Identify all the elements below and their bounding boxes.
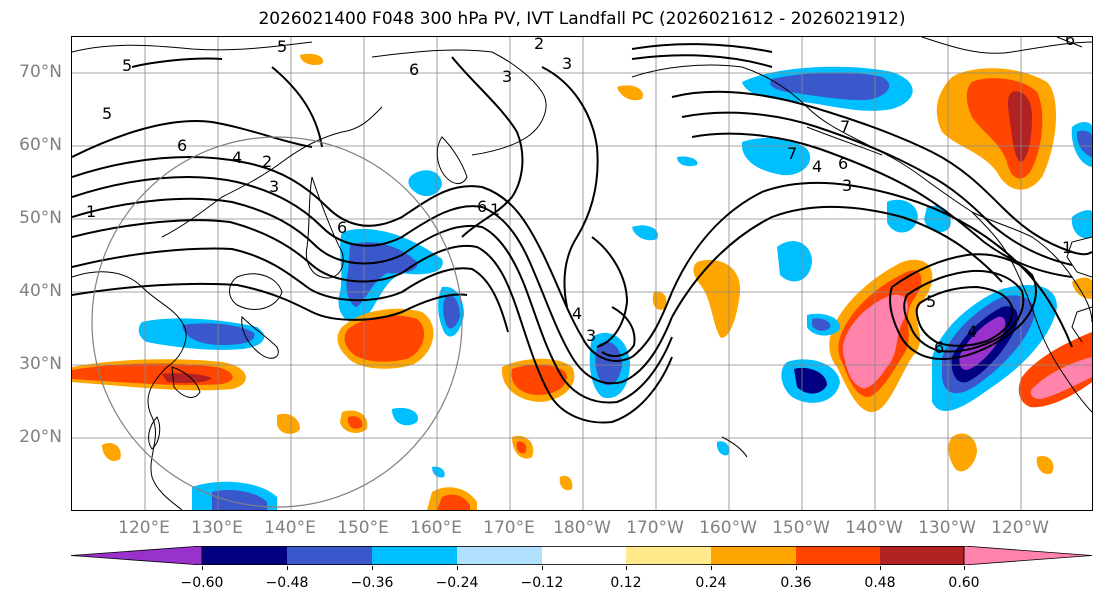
colorbar-label: 0.48 — [864, 575, 896, 591]
colorbar-tick — [626, 566, 627, 570]
map-canvas: 5 5 5 6 6 1 2 2 3 3 7 6 4 3 7 6 4 3 1 6 … — [72, 37, 1092, 510]
lat-label: 50°N — [19, 208, 62, 228]
lon-label: 140°E — [264, 518, 316, 538]
colorbar-tick — [964, 566, 965, 570]
contour-label: 3 — [502, 67, 512, 86]
colorbar-tick — [372, 566, 373, 570]
contour-label: 3 — [586, 326, 596, 345]
colorbar-bin — [626, 546, 711, 565]
lat-label: 60°N — [19, 135, 62, 155]
colorbar-over-extension — [963, 546, 1093, 565]
colorbar-tick — [711, 566, 712, 570]
colorbar-label: 0.24 — [695, 575, 727, 591]
contour-label: 2 — [534, 37, 544, 53]
contour-label: 6 — [838, 154, 848, 173]
colorbar-label: −0.24 — [435, 575, 479, 591]
lon-label: 160°E — [410, 518, 462, 538]
colorbar-bin — [542, 546, 626, 565]
lon-label: 140°W — [845, 518, 903, 538]
colorbar-bin — [457, 546, 542, 565]
lon-label: 150°W — [772, 518, 830, 538]
lon-label: 170°E — [483, 518, 535, 538]
contour-label: 3 — [562, 54, 572, 73]
colorbar-label: 0.12 — [610, 575, 642, 591]
colorbar — [71, 546, 1093, 565]
contour-label: 3 — [842, 176, 852, 195]
contour-label: 5 — [926, 292, 936, 311]
colorbar-bin — [202, 546, 287, 565]
contour-label: 1 — [1062, 238, 1072, 257]
contour-label: 4 — [812, 157, 822, 176]
pv-contours — [72, 43, 1092, 424]
colorbar-bin — [287, 546, 372, 565]
colorbar-bin — [711, 546, 796, 565]
colorbar-bin — [372, 546, 457, 565]
lon-label: 130°E — [191, 518, 243, 538]
colorbar-tick — [457, 566, 458, 570]
lon-label: 130°W — [918, 518, 976, 538]
colorbar-label: −0.60 — [180, 575, 224, 591]
contour-label: 6 — [934, 338, 944, 357]
contour-label: 4 — [967, 322, 977, 341]
map-panel: 5 5 5 6 6 1 2 2 3 3 7 6 4 3 7 6 4 3 1 6 … — [71, 36, 1093, 511]
colorbar-label: 0.36 — [780, 575, 812, 591]
contour-label-layer: 5 5 5 6 6 1 2 2 3 3 7 6 4 3 7 6 4 3 1 6 … — [86, 37, 1075, 357]
colorbar-under-extension — [71, 546, 203, 565]
contour-label: 6 — [337, 218, 347, 237]
lon-label: 150°E — [337, 518, 389, 538]
contour-label: 7 — [840, 117, 850, 136]
contour-label: 5 — [122, 56, 132, 75]
contour-label: 7 — [787, 144, 797, 163]
contour-label: 1 — [86, 202, 96, 221]
colorbar-tick — [796, 566, 797, 570]
contour-label: 3 — [269, 177, 279, 196]
colorbar-tick — [202, 566, 203, 570]
contour-label: 4 — [572, 304, 582, 323]
colorbar-bin — [796, 546, 880, 565]
lat-label: 70°N — [19, 62, 62, 82]
colorbar-bin — [880, 546, 964, 565]
shaded-field — [72, 53, 1092, 510]
contour-label: 6 — [477, 197, 487, 216]
chart-title: 2026021400 F048 300 hPa PV, IVT Landfall… — [258, 9, 906, 29]
colorbar-label: 0.60 — [948, 575, 980, 591]
lon-label: 160°W — [699, 518, 757, 538]
colorbar-label: −0.48 — [265, 575, 309, 591]
lon-label: 120°W — [991, 518, 1049, 538]
reference-circle — [91, 136, 463, 508]
contour-label: 6 — [177, 136, 187, 155]
contour-label: 5 — [102, 104, 112, 123]
contour-label: 1 — [490, 200, 500, 219]
contour-label: 4 — [232, 148, 242, 167]
contour-label: 5 — [277, 37, 287, 56]
lon-label: 180°W — [553, 518, 611, 538]
graticule — [72, 37, 1092, 510]
colorbar-label: −0.12 — [520, 575, 564, 591]
contour-label: 6 — [1065, 37, 1075, 49]
lat-label: 20°N — [19, 427, 62, 447]
lon-label: 120°E — [118, 518, 170, 538]
contour-label: 6 — [409, 60, 419, 79]
lat-label: 30°N — [19, 354, 62, 374]
lat-label: 40°N — [19, 281, 62, 301]
colorbar-tick — [287, 566, 288, 570]
lon-label: 170°W — [626, 518, 684, 538]
colorbar-tick — [880, 566, 881, 570]
colorbar-tick — [542, 566, 543, 570]
colorbar-label: −0.36 — [350, 575, 394, 591]
contour-label: 2 — [262, 152, 272, 171]
